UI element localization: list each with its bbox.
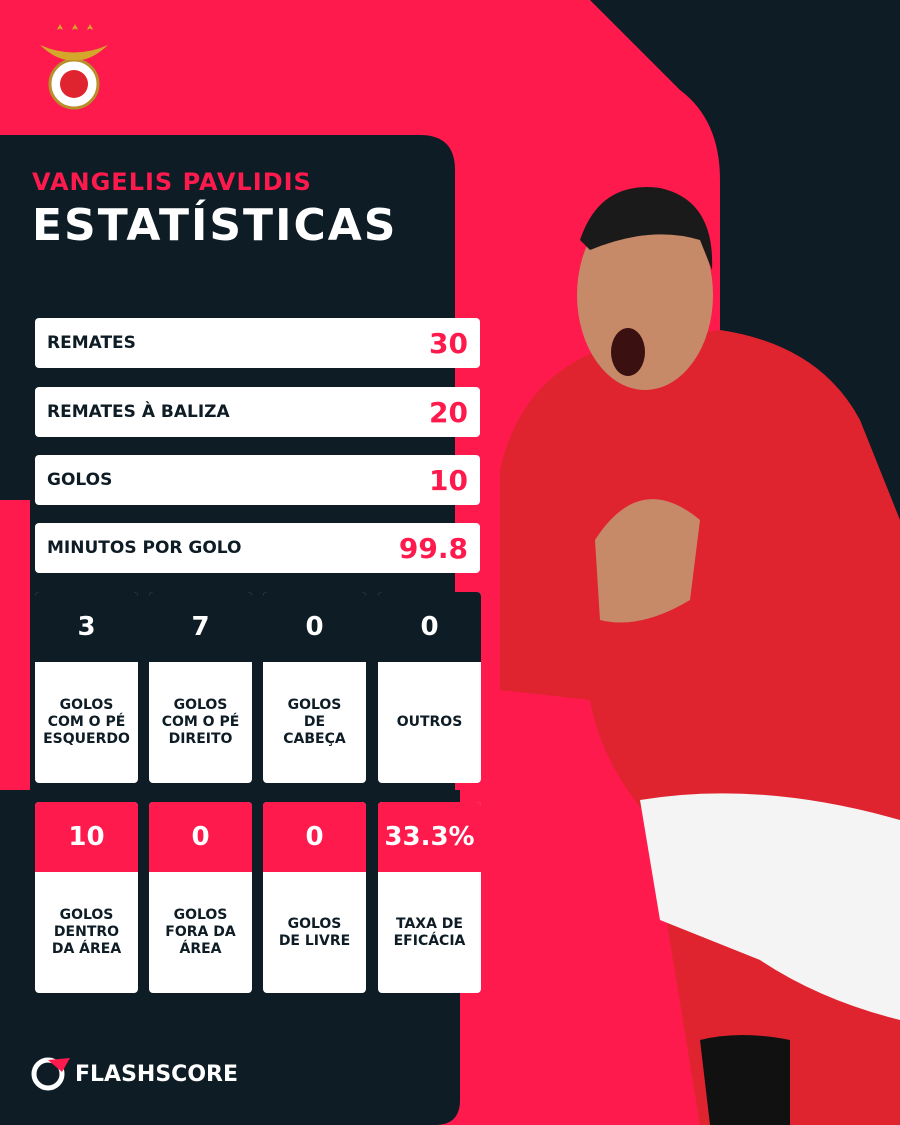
tile-label: GOLOS FORA DA ÁREA — [165, 907, 236, 957]
tile-value: 0 — [378, 592, 481, 662]
tile-label: GOLOS DE LIVRE — [278, 915, 351, 949]
tile-label: OUTROS — [396, 714, 463, 730]
tile-value: 0 — [263, 802, 366, 872]
tile-value: 3 — [35, 592, 138, 662]
stat-tile: 0 OUTROS — [378, 592, 481, 783]
tile-label: GOLOS DE CABEÇA — [283, 697, 346, 747]
stat-value: 20 — [429, 395, 468, 429]
stat-tile: 3 GOLOS COM O PÉ ESQUERDO — [35, 592, 138, 783]
tile-label: TAXA DE EFICÁCIA — [393, 915, 466, 949]
stat-label: REMATES À BALIZA — [47, 402, 230, 422]
stat-value: 30 — [429, 326, 468, 360]
stat-tile: 0 GOLOS DE LIVRE — [263, 802, 366, 993]
tile-value: 7 — [149, 592, 252, 662]
stat-row: REMATES À BALIZA 20 — [35, 387, 480, 437]
stat-value: 10 — [429, 463, 468, 497]
stat-row: MINUTOS POR GOLO 99.8 — [35, 523, 480, 573]
stat-tile: 0 GOLOS FORA DA ÁREA — [149, 802, 252, 993]
stat-tile: 33.3% TAXA DE EFICÁCIA — [378, 802, 481, 993]
stat-tile: 7 GOLOS COM O PÉ DIREITO — [149, 592, 252, 783]
brand: FLASHSCORE — [75, 1062, 238, 1087]
stat-label: GOLOS — [47, 470, 113, 490]
stat-row: GOLOS 10 — [35, 455, 480, 505]
stat-label: MINUTOS POR GOLO — [47, 538, 242, 558]
stat-row: REMATES 30 — [35, 318, 480, 368]
stat-label: REMATES — [47, 333, 136, 353]
tile-label: GOLOS COM O PÉ ESQUERDO — [43, 697, 130, 747]
tile-value: 0 — [149, 802, 252, 872]
tile-value: 0 — [263, 592, 366, 662]
tile-value: 10 — [35, 802, 138, 872]
stat-tile: 0 GOLOS DE CABEÇA — [263, 592, 366, 783]
tile-value: 33.3% — [378, 802, 481, 872]
title: ESTATÍSTICAS — [32, 200, 398, 251]
stat-tile: 10 GOLOS DENTRO DA ÁREA — [35, 802, 138, 993]
tile-label: GOLOS DENTRO DA ÁREA — [51, 907, 122, 957]
stat-value: 99.8 — [398, 531, 468, 565]
tile-label: GOLOS COM O PÉ DIREITO — [161, 697, 240, 747]
player-name: VANGELIS PAVLIDIS — [32, 168, 312, 196]
